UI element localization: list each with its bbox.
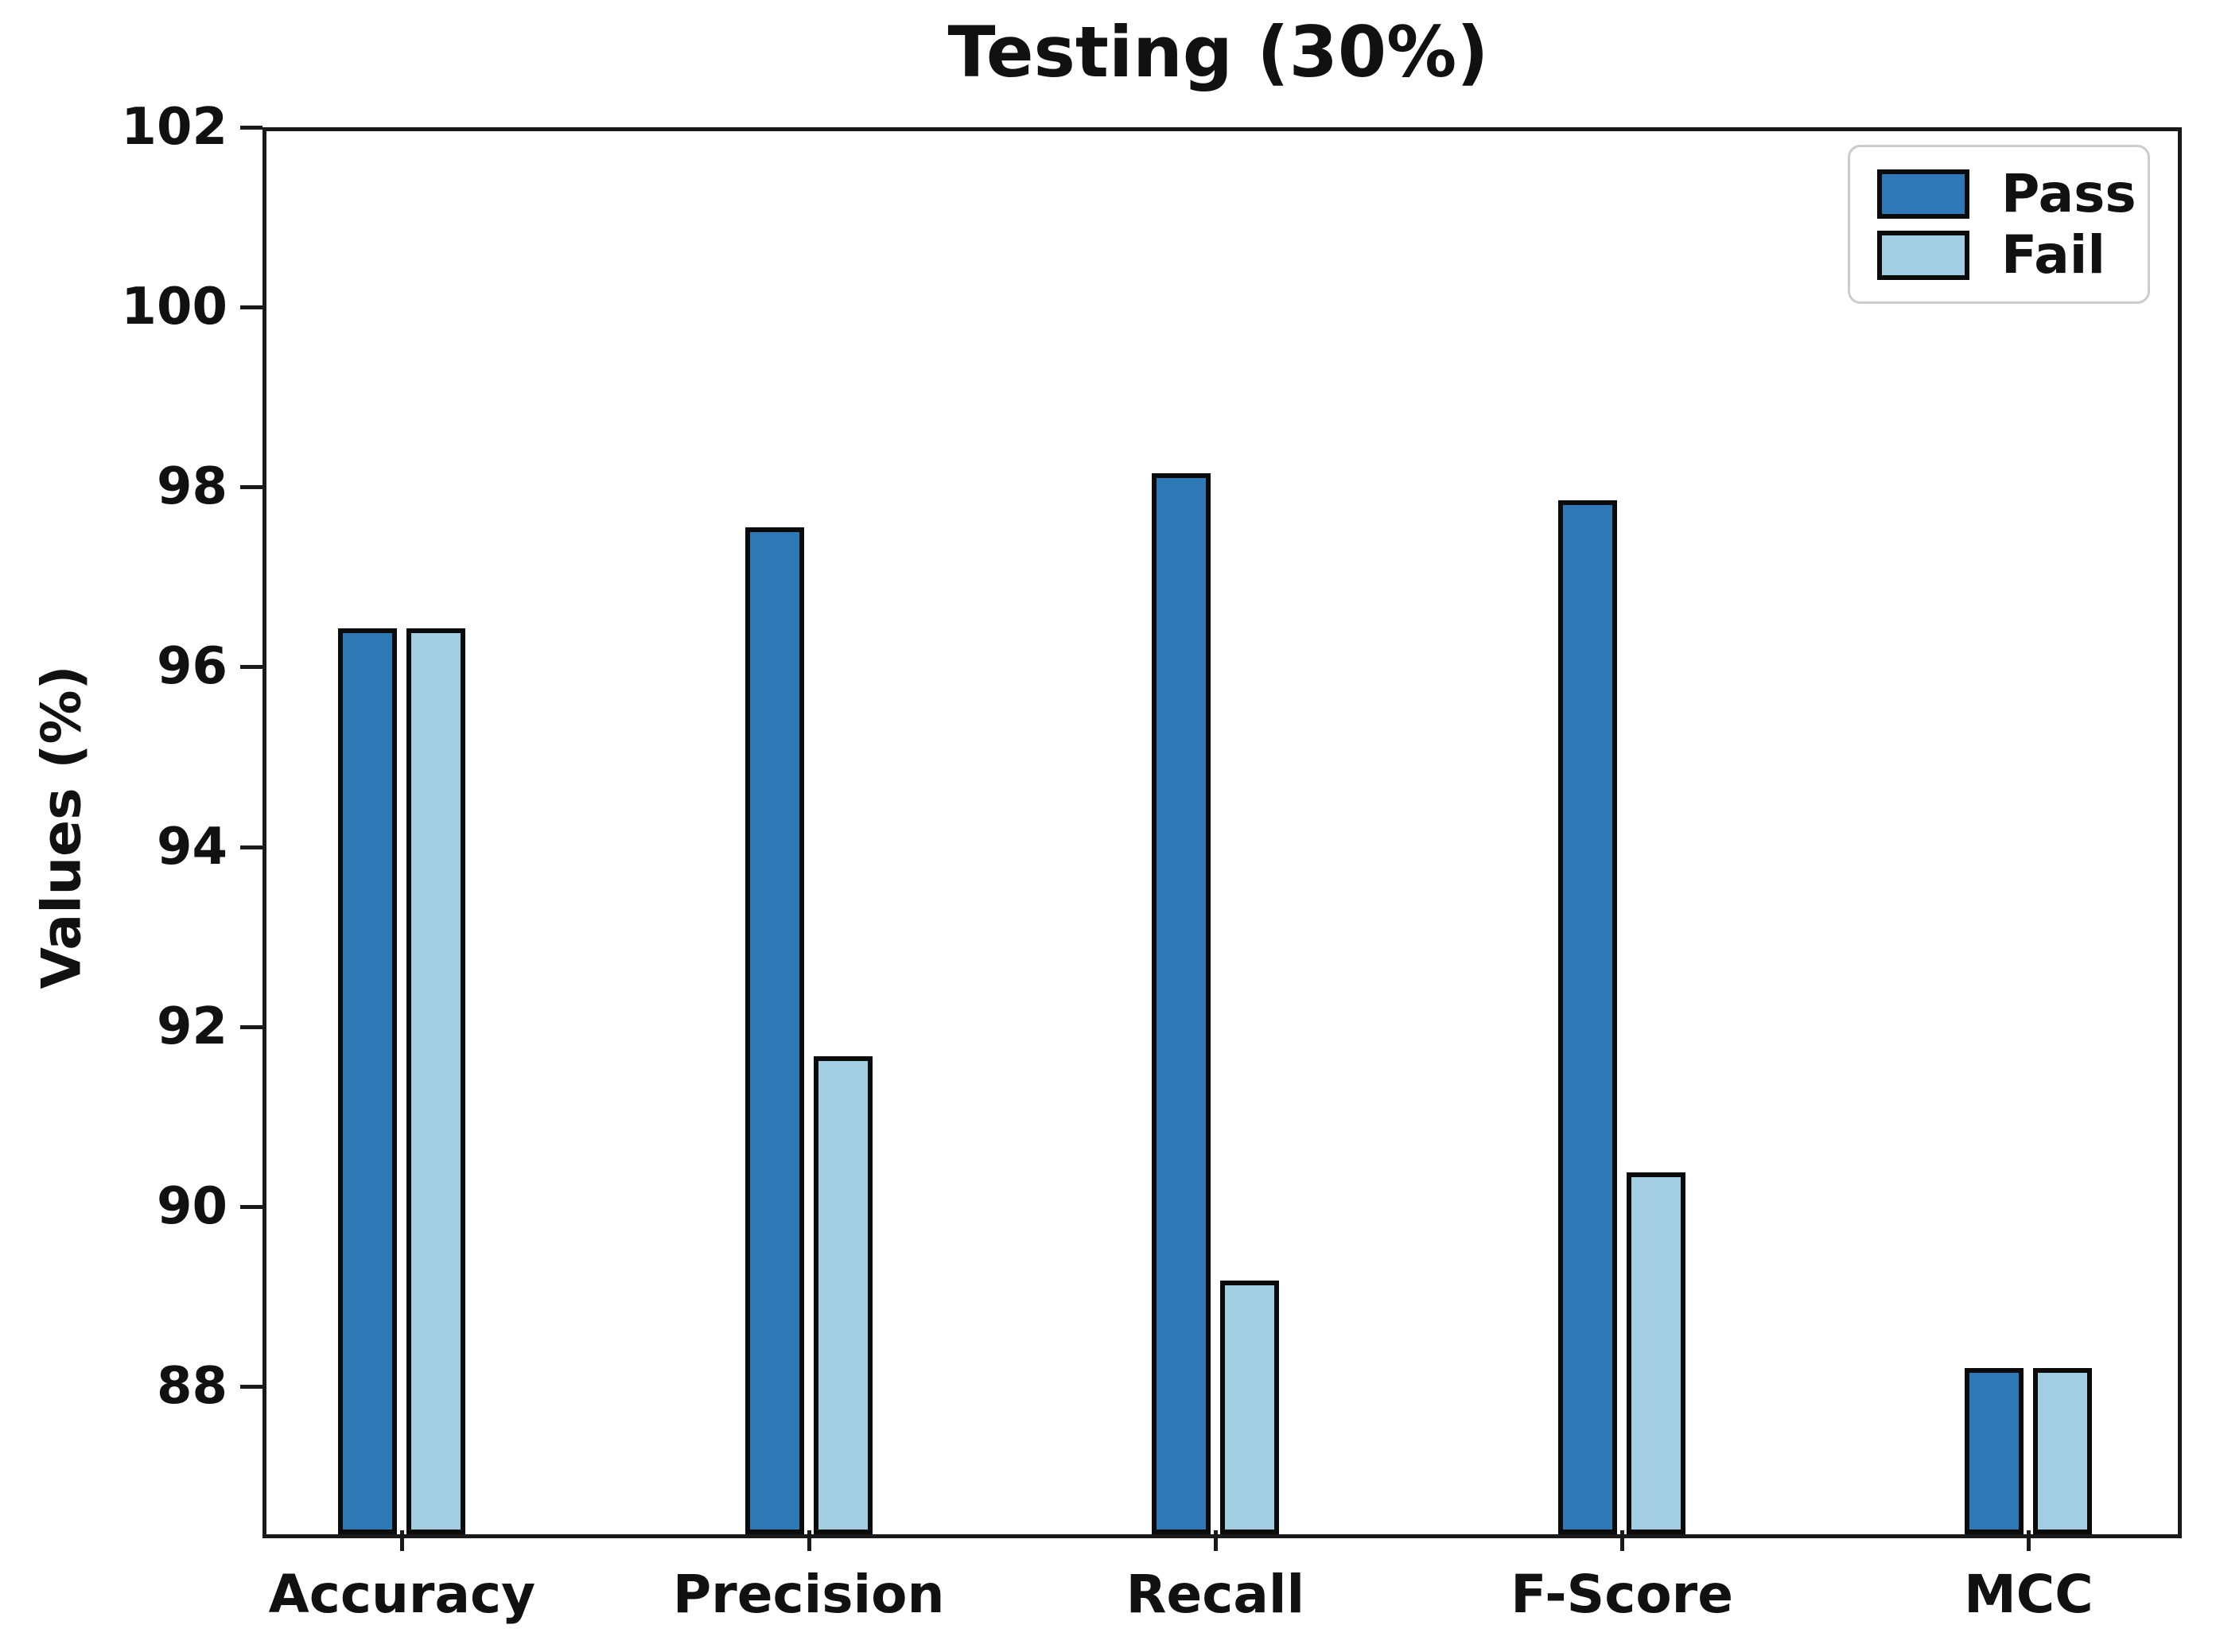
x-tick-mark [1620, 1530, 1625, 1551]
y-tick-label: 102 [121, 98, 227, 157]
y-tick-label: 98 [156, 457, 227, 517]
bar-fail-accuracy [406, 628, 466, 1534]
y-tick-label: 92 [156, 997, 227, 1056]
y-tick-mark [240, 1024, 262, 1029]
y-tick-mark [240, 305, 262, 310]
legend-label-pass: Pass [2001, 162, 2136, 224]
bar-pass-f-score [1558, 500, 1618, 1534]
legend-swatch-pass [1877, 169, 1969, 219]
bar-pass-precision [744, 527, 804, 1534]
bar-fail-recall [1219, 1280, 1279, 1534]
x-tick-label-mcc: MCC [1964, 1564, 2094, 1625]
x-tick-mark [807, 1530, 811, 1551]
x-tick-label-recall: Recall [1125, 1564, 1305, 1625]
x-tick-mark [2027, 1530, 2031, 1551]
legend: Pass Fail [1848, 145, 2150, 304]
bar-fail-precision [813, 1056, 873, 1534]
y-tick-label: 96 [156, 637, 227, 697]
y-tick-mark [240, 665, 262, 670]
x-tick-label-accuracy: Accuracy [268, 1564, 536, 1625]
legend-entry-pass: Pass [1877, 167, 2136, 220]
legend-label-fail: Fail [2001, 224, 2106, 286]
y-tick-label: 88 [156, 1357, 227, 1417]
y-tick-mark [240, 126, 262, 130]
legend-swatch-fail [1877, 230, 1969, 280]
chart-title: Testing (30%) [947, 11, 1489, 93]
x-tick-label-precision: Precision [672, 1564, 945, 1625]
x-tick-mark [400, 1530, 405, 1551]
bar-pass-recall [1151, 473, 1211, 1534]
bar-fail-mcc [2033, 1368, 2093, 1534]
bar-pass-mcc [1965, 1368, 2024, 1534]
y-tick-label: 100 [121, 278, 227, 337]
y-tick-mark [240, 1385, 262, 1390]
y-tick-mark [240, 845, 262, 849]
legend-entry-fail: Fail [1877, 224, 2121, 286]
y-tick-label: 94 [156, 817, 227, 877]
x-tick-mark [1213, 1530, 1218, 1551]
bar-fail-f-score [1627, 1172, 1686, 1534]
x-tick-label-f-score: F-Score [1510, 1564, 1733, 1625]
bar-pass-accuracy [338, 628, 398, 1534]
y-tick-mark [240, 1204, 262, 1209]
y-tick-mark [240, 485, 262, 490]
y-tick-label: 90 [156, 1176, 227, 1236]
